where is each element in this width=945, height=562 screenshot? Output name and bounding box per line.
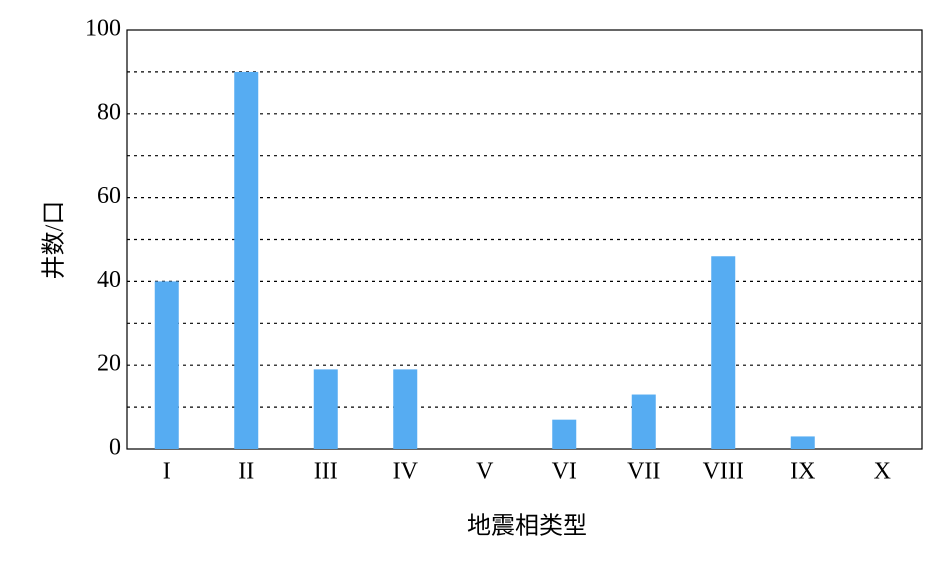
x-tick-label: X bbox=[874, 459, 891, 485]
y-tick-label: 0 bbox=[109, 435, 121, 461]
bar bbox=[393, 369, 418, 449]
y-tick-label: 20 bbox=[97, 351, 121, 377]
x-axis-label: 地震相类型 bbox=[467, 513, 587, 540]
x-tick-label: VII bbox=[627, 459, 660, 485]
bar bbox=[154, 281, 179, 449]
y-tick-label: 80 bbox=[97, 99, 121, 125]
bar bbox=[790, 436, 815, 449]
bar bbox=[711, 256, 736, 449]
y-tick-label: 60 bbox=[97, 183, 121, 209]
x-tick-label: IV bbox=[393, 459, 419, 485]
x-tick-label: V bbox=[476, 459, 494, 485]
bar bbox=[552, 419, 577, 449]
x-tick-label: I bbox=[163, 459, 171, 485]
bar bbox=[313, 369, 338, 449]
y-tick-label: 40 bbox=[97, 267, 121, 293]
y-axis-label: 井数/口 bbox=[41, 201, 68, 280]
x-tick-label: IX bbox=[790, 459, 815, 485]
bar bbox=[234, 71, 259, 450]
x-tick-label: VI bbox=[552, 459, 577, 485]
x-tick-label: II bbox=[238, 459, 254, 485]
x-tick-label: III bbox=[314, 459, 338, 485]
x-tick-label: VIII bbox=[703, 459, 744, 485]
y-tick-label: 100 bbox=[85, 16, 121, 42]
bar bbox=[631, 394, 656, 449]
